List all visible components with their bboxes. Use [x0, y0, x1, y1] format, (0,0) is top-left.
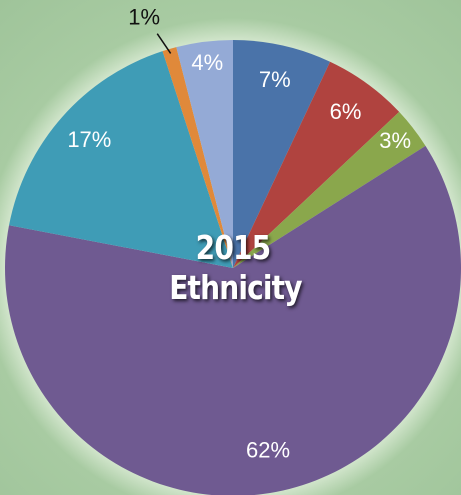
- pie-slice: [9, 51, 233, 268]
- data-label: 7%: [259, 67, 291, 92]
- data-label: 3%: [379, 128, 411, 153]
- data-label: 62%: [246, 437, 290, 462]
- chart-title: 2015 Ethnicity: [169, 228, 302, 307]
- leader-line: [156, 33, 172, 54]
- pie-slice: [233, 61, 400, 268]
- data-label: 4%: [191, 50, 223, 75]
- pie-slice: [5, 145, 461, 495]
- data-label: 6%: [330, 99, 362, 124]
- data-label: 1%: [128, 5, 160, 30]
- pie-slice: [233, 111, 426, 268]
- pie-slice: [233, 40, 331, 268]
- pie-slice: [162, 47, 233, 268]
- data-label: 17%: [67, 127, 111, 152]
- pie-slice: [176, 40, 233, 268]
